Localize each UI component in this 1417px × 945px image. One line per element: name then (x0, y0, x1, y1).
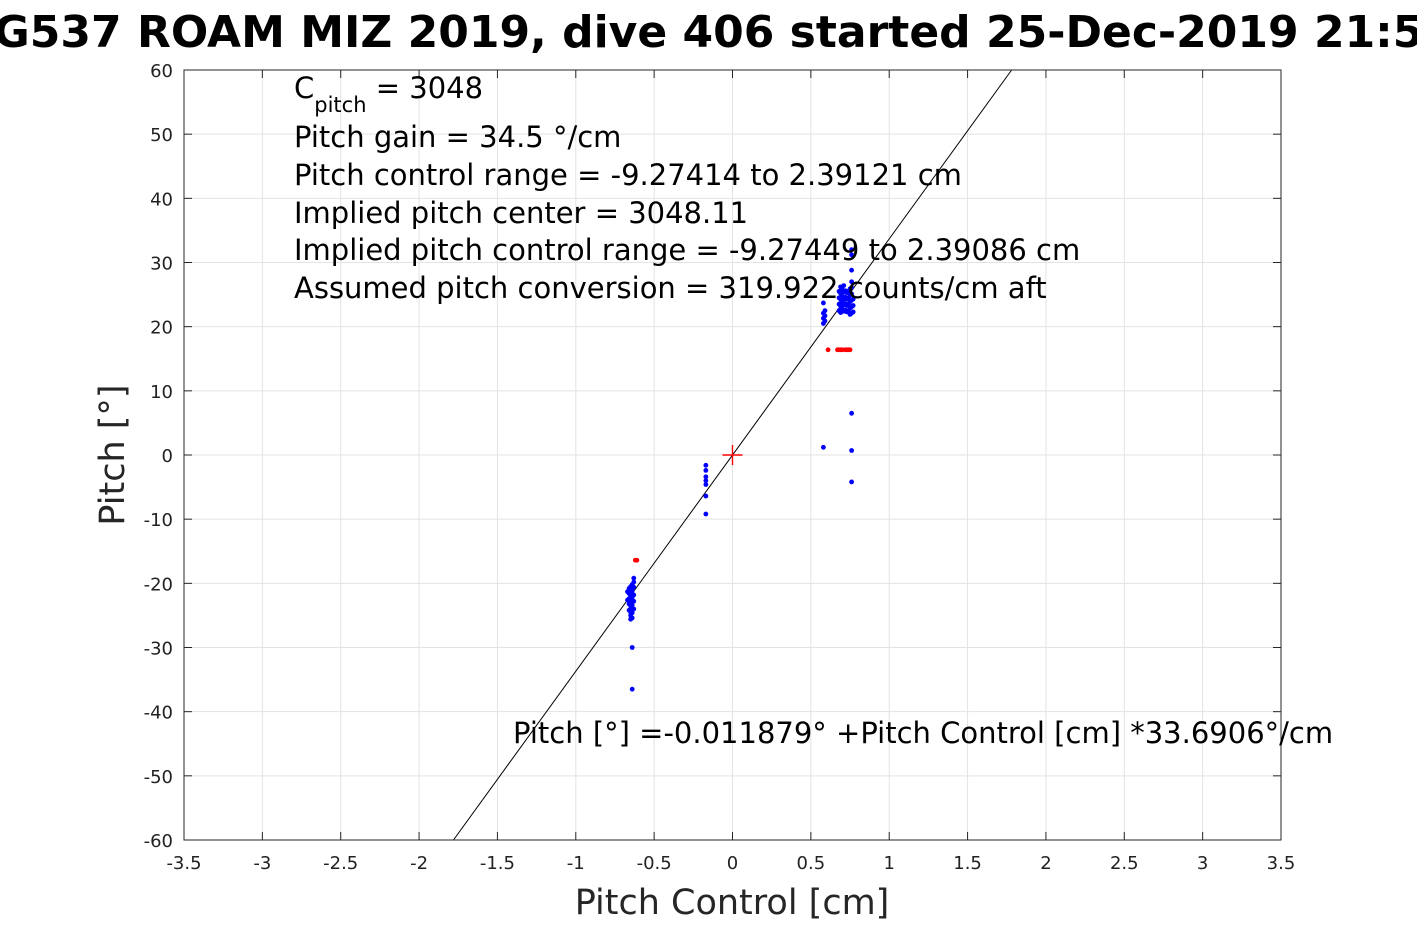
x-tick-label: -2 (410, 853, 428, 874)
valid-point (849, 291, 855, 297)
y-tick-label: -40 (144, 703, 173, 724)
pitch-conversion-annotation: Assumed pitch conversion = 319.922 count… (294, 271, 1047, 305)
x-tick-label: 0.5 (797, 853, 826, 874)
x-tick-label: -0.5 (637, 853, 672, 874)
y-tick-label: 50 (150, 125, 173, 146)
x-tick-label: 2.5 (1110, 853, 1139, 874)
valid-point (629, 645, 635, 650)
x-tick-label: 1 (883, 853, 894, 874)
valid-point (849, 267, 855, 273)
valid-point (850, 303, 856, 308)
valid-point (849, 479, 855, 485)
center-marker-group (722, 445, 743, 465)
valid-point (631, 575, 637, 581)
valid-point (841, 283, 847, 288)
valid-point (703, 474, 709, 480)
chart-title: SG537 ROAM MIZ 2019, dive 406 started 25… (0, 7, 1417, 58)
valid-point (822, 318, 828, 324)
y-tick-label: -50 (144, 767, 173, 788)
plot-frame (183, 69, 1282, 841)
y-tick-label: 0 (162, 446, 173, 467)
valid-point (631, 598, 637, 604)
pitch-control-range-annotation: Pitch control range = -9.27414 to 2.3912… (294, 158, 962, 192)
y-tick-label: -30 (144, 639, 173, 660)
flagged-point (634, 557, 640, 563)
x-tick-label: -3.5 (166, 853, 201, 874)
x-tick-label: 3.5 (1267, 853, 1296, 874)
x-tick-label: 2 (1040, 853, 1051, 874)
valid-point (625, 597, 630, 603)
x-tick-label: -1.5 (480, 853, 515, 874)
cpitch-symbol: C (294, 71, 314, 105)
valid-point (703, 493, 709, 499)
valid-point (850, 309, 856, 315)
annotation-block: Cpitch = 3048 Pitch gain = 34.5 °/cm Pit… (294, 71, 1080, 305)
flagged-point (825, 347, 831, 353)
x-tick-label: -1 (567, 853, 585, 874)
y-tick-label: 10 (150, 382, 173, 403)
valid-point (822, 308, 828, 314)
valid-point (822, 313, 828, 319)
x-axis-label: Pitch Control [cm] (575, 883, 890, 923)
cpitch-subscript: pitch (314, 93, 366, 117)
valid-point (631, 579, 637, 585)
x-tick-label: 3 (1197, 853, 1208, 874)
valid-point (849, 279, 855, 285)
valid-point (631, 606, 637, 612)
implied-pitch-range-annotation: Implied pitch control range = -9.27449 t… (294, 233, 1080, 267)
valid-point (629, 588, 635, 594)
cpitch-annotation: Cpitch = 3048 (294, 71, 483, 117)
x-tick-label: -3 (253, 853, 271, 874)
y-tick-label: -60 (144, 831, 173, 852)
flagged-point (847, 347, 853, 353)
valid-point (631, 592, 637, 598)
valid-point (820, 300, 826, 306)
x-tick-labels: -3.5 -3 -2.5 -2 -1.5 -1 -0.5 0 0.5 1 1.5 2 2.5 3 3.5 (166, 853, 1295, 874)
y-tick-label: 40 (150, 189, 173, 210)
valid-point (703, 468, 709, 473)
valid-point (628, 616, 634, 622)
valid-point (629, 610, 635, 616)
valid-point (703, 511, 709, 517)
valid-point (849, 285, 855, 290)
valid-point (849, 410, 855, 416)
data-points (625, 247, 856, 692)
valid-point (849, 448, 855, 453)
valid-point (629, 602, 635, 608)
x-tick-label: -2.5 (323, 853, 358, 874)
y-tick-label: -20 (144, 574, 173, 595)
x-tick-label: 0 (727, 853, 738, 874)
valid-point (703, 482, 709, 487)
valid-point (849, 247, 855, 253)
y-tick-label: 20 (150, 318, 173, 339)
y-tick-label: 60 (150, 61, 173, 82)
pitch-gain-annotation: Pitch gain = 34.5 °/cm (294, 120, 621, 154)
valid-point (703, 462, 709, 468)
implied-pitch-center-annotation: Implied pitch center = 3048.11 (294, 196, 748, 230)
valid-point (850, 296, 856, 302)
valid-point (849, 252, 855, 258)
valid-point (703, 478, 709, 484)
cpitch-value: = 3048 (367, 71, 484, 105)
fit-equation-annotation: Pitch [°] =-0.011879° +Pitch Control [cm… (513, 716, 1333, 750)
valid-point (631, 584, 637, 590)
valid-point (820, 444, 826, 450)
y-axis-label: Pitch [°] (93, 384, 133, 525)
valid-point (629, 686, 635, 692)
y-tick-label: -10 (144, 510, 173, 531)
y-tick-labels: -60 -50 -40 -30 -20 -10 0 10 20 30 40 50 60 (144, 61, 173, 852)
y-tick-label: 30 (150, 254, 173, 275)
valid-point (625, 589, 630, 595)
x-tick-label: 1.5 (953, 853, 982, 874)
